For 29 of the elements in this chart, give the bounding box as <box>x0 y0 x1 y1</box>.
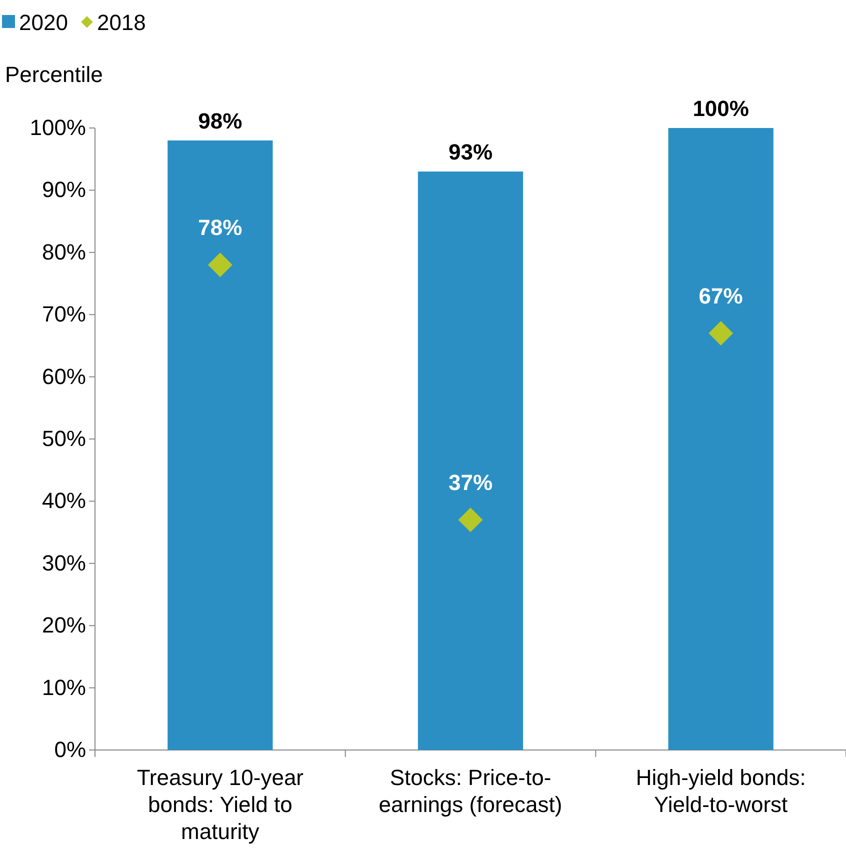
y-tick-label: 10% <box>42 674 86 700</box>
y-tick-label: 40% <box>42 488 86 514</box>
x-tick-label: Stocks: Price-to-earnings (forecast) <box>378 765 562 817</box>
y-tick-label: 100% <box>30 115 86 140</box>
y-tick-label: 60% <box>42 364 86 389</box>
bar <box>668 128 774 750</box>
data-label: 78% <box>198 214 242 240</box>
data-label: 93% <box>448 140 493 165</box>
y-tick-label: 80% <box>42 239 86 264</box>
point <box>708 321 734 346</box>
legend-label: 2018 <box>96 10 146 35</box>
data-label: 100% <box>692 96 749 121</box>
point <box>458 508 483 532</box>
x-tick-label: High-yield bonds: Yield-to-worst <box>636 765 806 817</box>
y-tick-label: 90% <box>42 177 86 202</box>
bar <box>168 140 273 750</box>
y-tick-label: 70% <box>42 302 86 327</box>
y-tick-label: 0% <box>54 737 86 762</box>
x-tick-label: Treasury 10-year bonds: Yield to maturity <box>136 765 304 844</box>
y-tick-label: 30% <box>42 550 86 576</box>
data-label: 67% <box>698 283 743 308</box>
data-label: 98% <box>198 108 242 134</box>
legend-label: 2020 <box>19 10 68 35</box>
point <box>208 252 232 278</box>
bar <box>418 172 524 750</box>
y-tick-label: 50% <box>42 426 86 452</box>
data-label: 37% <box>448 470 493 495</box>
y-tick-label: 20% <box>42 612 86 638</box>
y-axis-title: Percentile <box>5 62 103 87</box>
